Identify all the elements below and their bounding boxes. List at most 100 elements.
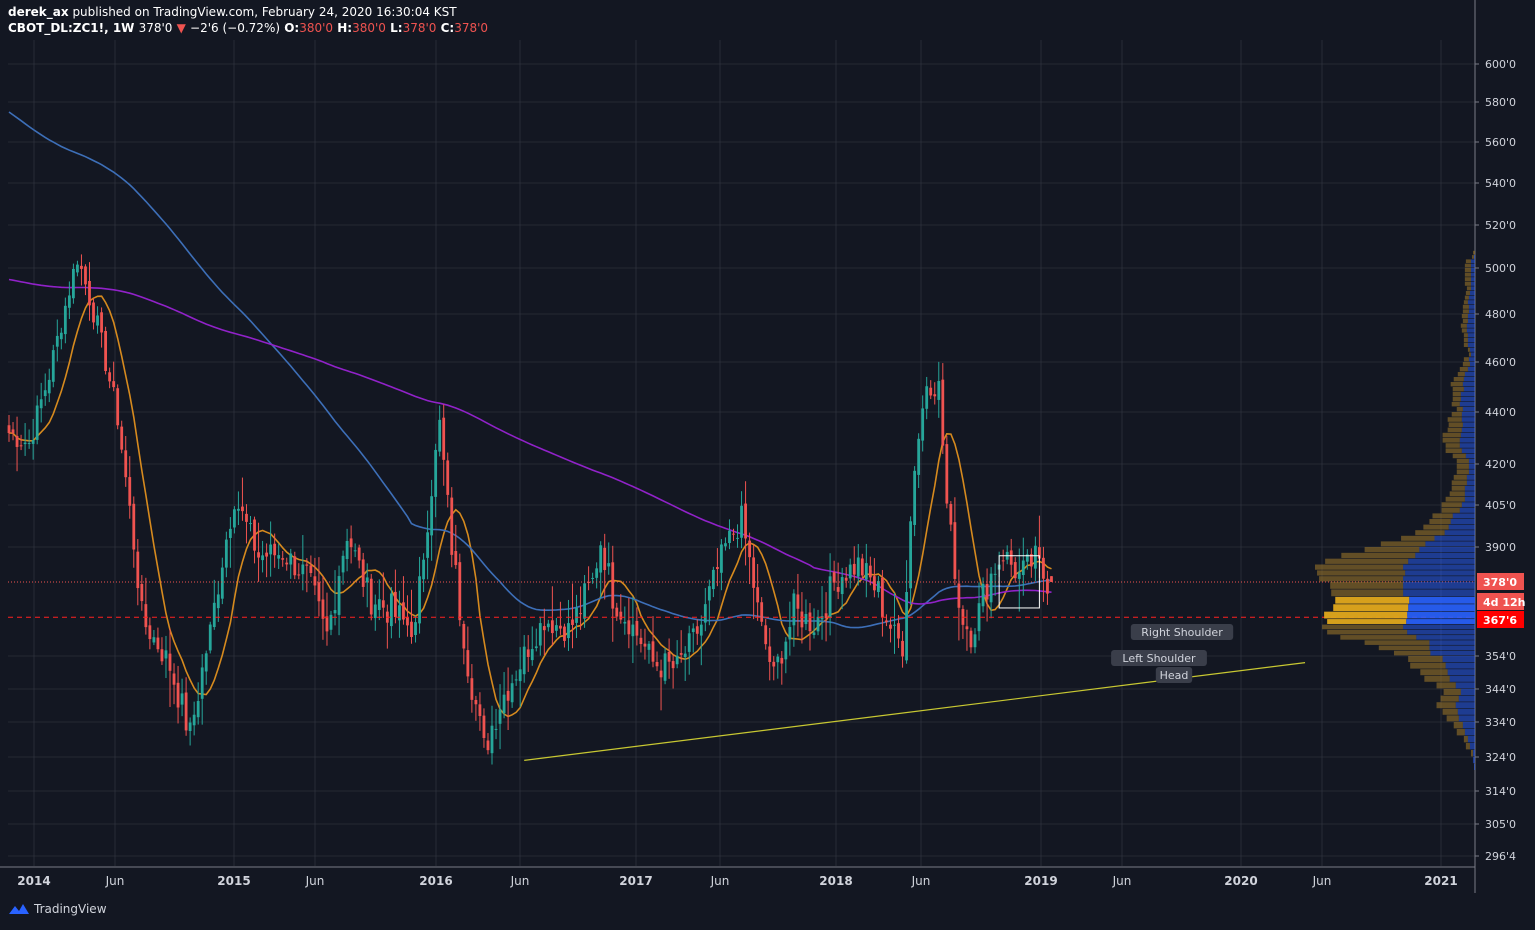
vp-down-bar bbox=[1380, 541, 1426, 547]
candle-body bbox=[812, 632, 816, 635]
candle-body bbox=[27, 443, 31, 445]
candle-body bbox=[868, 565, 872, 578]
vp-up-bar bbox=[1408, 604, 1475, 612]
y-tick-label: 600'0 bbox=[1485, 58, 1516, 71]
candle-body bbox=[816, 616, 820, 632]
candle-body bbox=[269, 544, 273, 555]
vp-up-bar bbox=[1459, 438, 1475, 443]
vp-down-bar bbox=[1441, 507, 1460, 513]
y-tick-label: 460'0 bbox=[1485, 356, 1516, 369]
candle-body bbox=[410, 621, 413, 638]
candle-body bbox=[792, 593, 796, 626]
candle-body bbox=[788, 627, 792, 640]
candle-body bbox=[152, 637, 156, 643]
vp-down-bar bbox=[1464, 295, 1469, 300]
vp-down-bar bbox=[1364, 640, 1430, 645]
candle-body bbox=[728, 530, 731, 544]
candle-body bbox=[575, 607, 578, 623]
vp-down-bar bbox=[1442, 708, 1458, 715]
candle-body bbox=[7, 425, 11, 434]
vp-down-bar bbox=[1324, 611, 1408, 619]
vp-up-bar bbox=[1466, 328, 1475, 333]
annotation-label: Left Shoulder bbox=[1111, 650, 1207, 666]
vp-up-bar bbox=[1419, 547, 1475, 553]
candle-body bbox=[365, 577, 369, 583]
candle-body bbox=[623, 621, 627, 624]
candle-body bbox=[349, 538, 353, 548]
candle-body bbox=[216, 594, 220, 609]
y-tick-label: 500'0 bbox=[1485, 262, 1516, 275]
vp-down-bar bbox=[1462, 362, 1470, 367]
candle-body bbox=[196, 701, 200, 718]
vp-up-bar bbox=[1429, 640, 1475, 645]
candle-body bbox=[957, 583, 961, 608]
candle-body bbox=[67, 295, 71, 308]
candle-body bbox=[39, 399, 43, 409]
price-label-bg bbox=[1477, 573, 1524, 590]
candle-body bbox=[394, 591, 397, 617]
vp-up-bar bbox=[1458, 715, 1475, 722]
candle-body bbox=[63, 305, 67, 335]
vp-up-bar bbox=[1468, 295, 1475, 300]
candle-body bbox=[478, 704, 482, 717]
candle-body bbox=[204, 653, 208, 672]
vp-down-bar bbox=[1449, 491, 1465, 497]
candle-body bbox=[389, 593, 393, 627]
candle-body bbox=[864, 563, 868, 580]
candle-body bbox=[92, 302, 95, 323]
vp-up-bar bbox=[1403, 624, 1475, 630]
vp-up-bar bbox=[1445, 662, 1475, 669]
vp-up-bar bbox=[1467, 318, 1475, 323]
vp-up-bar bbox=[1459, 507, 1475, 513]
candle-body bbox=[526, 649, 530, 657]
candle-body bbox=[458, 562, 462, 621]
candle-body bbox=[273, 543, 277, 556]
candle-body bbox=[780, 657, 784, 664]
vp-up-bar bbox=[1470, 263, 1475, 268]
vp-up-bar bbox=[1467, 736, 1475, 743]
candle-body bbox=[595, 568, 599, 578]
author-name[interactable]: derek_ax bbox=[8, 5, 69, 19]
x-tick-label: Jun bbox=[710, 874, 730, 888]
x-tick-label: Jun bbox=[510, 874, 530, 888]
vp-down-bar bbox=[1315, 564, 1404, 570]
brand-label[interactable]: TradingView bbox=[34, 902, 107, 916]
vp-down-bar bbox=[1447, 417, 1462, 422]
close-label: C: bbox=[440, 21, 455, 35]
candle-body bbox=[377, 599, 381, 611]
x-tick-label: Jun bbox=[1312, 874, 1332, 888]
candle-body bbox=[1050, 576, 1053, 582]
candle-body bbox=[675, 655, 679, 665]
candle-body bbox=[245, 513, 248, 522]
vp-up-bar bbox=[1442, 656, 1475, 662]
vp-down-bar bbox=[1424, 675, 1450, 682]
vp-down-bar bbox=[1327, 629, 1408, 635]
candle-body bbox=[651, 641, 655, 662]
ma-200-line bbox=[8, 278, 1052, 605]
annotation-label: Right Shoulder bbox=[1130, 624, 1234, 640]
down-arrow-icon: ▼ bbox=[176, 21, 186, 35]
candle-body bbox=[772, 661, 776, 667]
vp-down-bar bbox=[1327, 619, 1407, 624]
candle-body bbox=[281, 558, 285, 560]
candle-body bbox=[716, 567, 719, 570]
candle-body bbox=[261, 555, 264, 561]
vp-up-bar bbox=[1470, 272, 1475, 277]
vp-down-bar bbox=[1448, 422, 1463, 427]
candle-body bbox=[703, 604, 707, 623]
candle-body bbox=[591, 577, 595, 579]
candle-body bbox=[655, 662, 659, 667]
vp-down-bar bbox=[1465, 291, 1470, 295]
vp-down-bar bbox=[1463, 338, 1468, 343]
y-tick-label: 520'0 bbox=[1485, 219, 1516, 232]
vp-up-bar bbox=[1470, 281, 1475, 286]
vp-down-bar bbox=[1451, 412, 1462, 417]
vp-down-bar bbox=[1429, 519, 1451, 524]
symbol-label[interactable]: CBOT_DL:ZC1!, 1W bbox=[8, 21, 135, 35]
vp-up-bar bbox=[1464, 729, 1475, 736]
candle-body bbox=[724, 543, 727, 547]
vp-down-bar bbox=[1463, 736, 1468, 743]
vp-down-bar bbox=[1319, 576, 1404, 582]
vp-down-bar bbox=[1467, 347, 1470, 352]
